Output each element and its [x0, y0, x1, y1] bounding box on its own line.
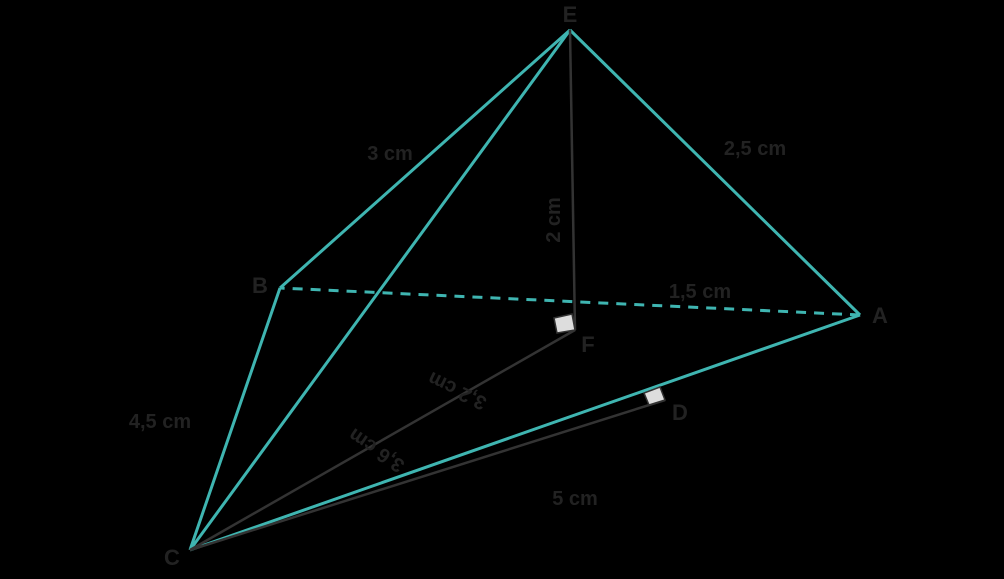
- edge-BC: [190, 288, 280, 550]
- segment-CD: [190, 400, 665, 550]
- vertex-label-E: E: [563, 2, 578, 27]
- geometry-diagram: E A B C F D 2,5 cm 3 cm 2 cm 1,5 cm 3,2 …: [0, 0, 1004, 579]
- vertex-label-B: B: [252, 273, 268, 298]
- edge-label-BC: 4,5 cm: [129, 411, 191, 433]
- edge-AC: [190, 315, 860, 550]
- edge-EB: [280, 30, 570, 288]
- vertex-label-D: D: [672, 400, 688, 425]
- vertex-label-A: A: [872, 303, 888, 328]
- right-angle-F: [554, 314, 575, 333]
- edge-label-CF: 3,2 cm: [425, 367, 491, 414]
- edge-label-EF: 2 cm: [543, 197, 565, 243]
- edge-label-FA: 1,5 cm: [669, 281, 731, 303]
- edge-label-AC: 5 cm: [552, 488, 598, 510]
- edge-EC: [190, 30, 570, 550]
- edge-AB: [280, 288, 860, 315]
- segment-CF: [190, 330, 575, 550]
- edge-EA: [570, 30, 860, 315]
- vertex-label-C: C: [164, 545, 180, 570]
- vertex-label-F: F: [581, 332, 594, 357]
- altitude-EF: [570, 30, 575, 330]
- edge-label-EA: 2,5 cm: [724, 138, 786, 160]
- edge-label-EB: 3 cm: [367, 143, 413, 165]
